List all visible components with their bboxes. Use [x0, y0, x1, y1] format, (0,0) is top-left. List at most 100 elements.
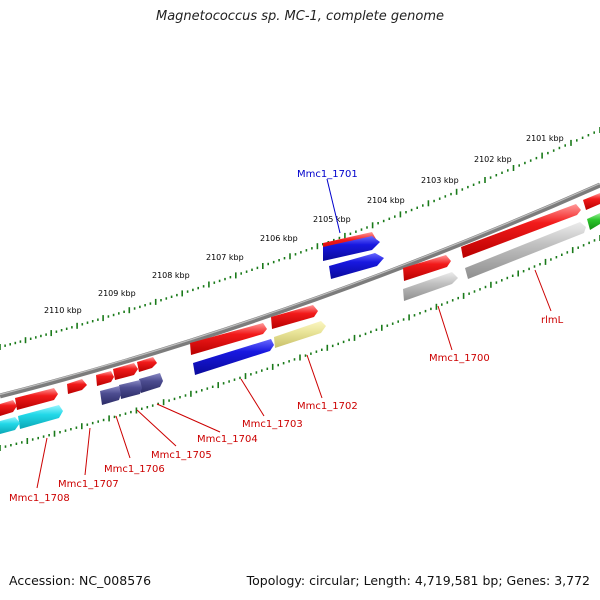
gene-label-mmc1-1700: Mmc1_1700: [429, 353, 490, 364]
minor-tick: [45, 333, 47, 336]
minor-tick: [283, 257, 286, 260]
minor-tick: [65, 327, 68, 330]
minor-tick: [397, 320, 399, 323]
minor-tick: [413, 314, 416, 317]
minor-tick: [146, 406, 149, 409]
cds-arrow-mmc1-1701: [323, 236, 380, 261]
gene-label-mmc1-1705: Mmc1_1705: [151, 450, 212, 461]
minor-tick: [10, 444, 12, 447]
minor-tick: [186, 290, 189, 293]
minor-tick: [267, 262, 269, 266]
genome-title: Magnetococcus sp. MC-1, complete genome: [155, 9, 445, 24]
major-tick: [217, 382, 219, 389]
minor-tick: [107, 315, 110, 318]
minor-tick: [184, 394, 187, 397]
major-tick: [0, 344, 1, 350]
major-tick: [316, 243, 319, 250]
minor-tick: [577, 246, 579, 249]
minor-tick: [522, 270, 525, 273]
minor-tick: [195, 390, 198, 394]
minor-tick: [278, 259, 280, 262]
minor-tick: [151, 404, 154, 407]
minor-tick: [201, 389, 203, 392]
gene-label-mmc1-1702: Mmc1_1702: [297, 401, 358, 412]
minor-tick: [382, 219, 385, 223]
major-tick: [208, 281, 210, 288]
minor-tick: [160, 299, 162, 302]
gene-arrow-mmc1-1708: [15, 388, 58, 410]
major-tick: [326, 344, 329, 351]
cds-arrow-mmc1-1702: [274, 321, 326, 348]
minor-tick: [405, 211, 407, 214]
minor-tick: [528, 267, 530, 271]
major-tick: [381, 324, 383, 331]
leader-rlmL: [534, 269, 552, 312]
minor-tick: [478, 181, 481, 184]
minor-tick: [495, 174, 498, 177]
major-tick: [299, 354, 301, 361]
minor-tick: [240, 272, 242, 275]
minor-tick: [446, 301, 449, 304]
major-tick: [0, 445, 1, 451]
minor-tick: [192, 288, 194, 292]
minor-tick: [261, 369, 263, 372]
minor-tick: [245, 270, 248, 273]
tick-label-2109: 2109 kbp: [98, 289, 136, 298]
minor-tick: [473, 290, 476, 293]
minor-tick: [239, 376, 241, 380]
minor-tick: [197, 286, 199, 290]
major-tick: [570, 139, 572, 146]
minor-tick: [29, 337, 32, 340]
minor-tick: [564, 144, 566, 147]
major-tick: [344, 232, 346, 239]
minor-tick: [124, 412, 127, 415]
leader-mmc1-1704: [156, 403, 221, 433]
minor-tick: [394, 215, 396, 218]
tick-label-2106: 2106 kbp: [260, 234, 298, 243]
minor-tick: [112, 313, 115, 317]
minor-tick: [550, 258, 552, 261]
gene-arrow-right-edge: [583, 193, 600, 210]
minor-tick: [375, 328, 378, 331]
minor-tick: [224, 277, 226, 281]
cds-arrow-right-edge: [587, 213, 600, 230]
minor-tick: [321, 348, 323, 351]
gene-arrow-mmc1-1706: [96, 371, 114, 386]
major-tick: [81, 423, 83, 430]
minor-tick: [118, 312, 120, 315]
minor-tick: [170, 295, 173, 298]
cds-arrow-mmc1-1705: [119, 380, 142, 399]
minor-tick: [472, 183, 475, 186]
minor-tick: [467, 185, 469, 189]
accession-label: Accession: NC_008576: [9, 573, 152, 588]
minor-tick: [37, 436, 39, 440]
minor-tick: [555, 256, 558, 259]
cds-arrow-mmc1-1703: [193, 339, 274, 375]
minor-tick: [322, 243, 324, 246]
gene-arrow-mmc1-1700: [403, 255, 451, 281]
minor-tick: [255, 371, 258, 374]
minor-tick: [250, 373, 252, 376]
minor-tick: [130, 410, 132, 414]
minor-tick: [40, 334, 42, 338]
major-tick: [435, 303, 438, 310]
major-tick: [102, 315, 104, 322]
tick-label-2103: 2103 kbp: [421, 176, 459, 185]
cds-arrow-mmc1-1700: [403, 272, 458, 301]
major-tick: [271, 363, 274, 370]
minor-tick: [211, 385, 214, 388]
minor-tick: [123, 310, 125, 313]
major-tick: [76, 322, 78, 329]
minor-tick: [97, 420, 99, 423]
major-tick: [135, 407, 138, 414]
minor-tick: [377, 222, 379, 225]
minor-tick: [386, 324, 389, 327]
cds-arrow-rlmL: [465, 222, 586, 279]
minor-tick: [337, 342, 339, 346]
minor-tick: [366, 226, 368, 229]
major-tick: [26, 438, 29, 444]
minor-tick: [576, 139, 578, 142]
minor-tick: [282, 362, 285, 365]
minor-tick: [113, 415, 116, 419]
major-tick: [371, 222, 374, 229]
